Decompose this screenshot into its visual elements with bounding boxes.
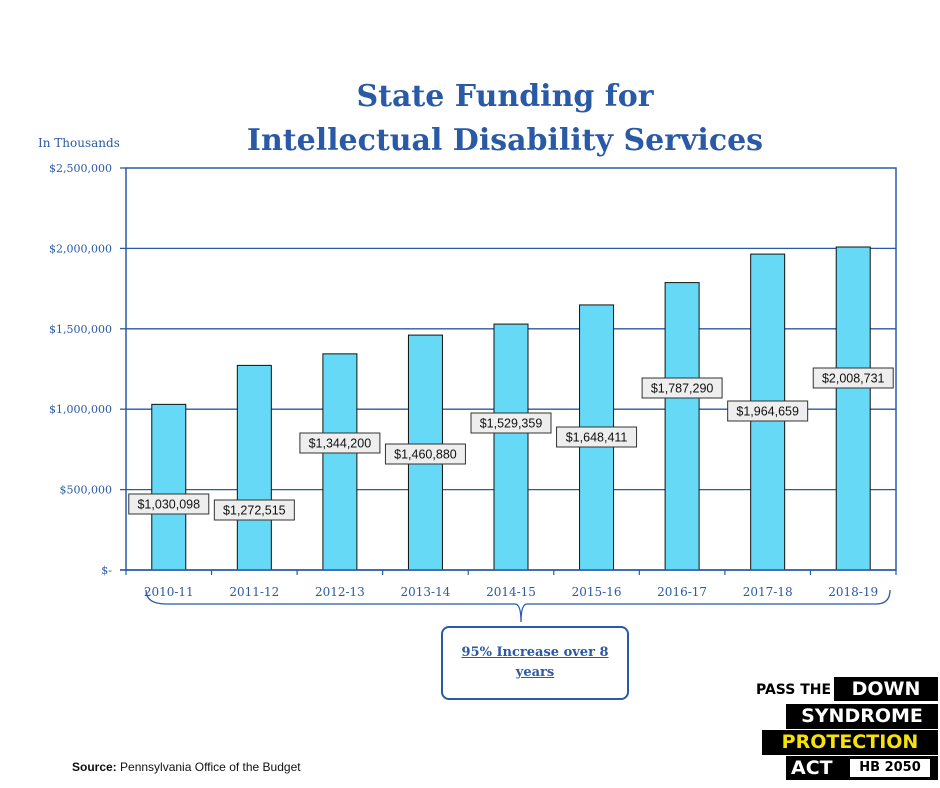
data-label-box [299,432,381,454]
chart-title-line-2: Intellectual Disability Services [246,123,764,158]
bar-2010-11 [151,403,187,571]
y-tick-label: $1,000,000 [49,403,112,416]
source-label: Source: [72,760,117,774]
x-tick-label: 2012-13 [315,585,365,599]
increase-callout-text: 95% Increase over 8 years [461,645,609,680]
campaign-logo: PASS THE DOWN SYNDROME PROTECTION ACT HB… [752,677,940,782]
data-label: $1,648,411 [566,431,628,445]
x-tick-label: 2010-11 [144,585,194,599]
y-tick-label: $- [101,564,112,577]
x-tick-label: 2015-16 [572,585,622,599]
logo-pass-the: PASS THE [756,682,832,698]
logo-row-4: ACT HB 2050 [786,756,938,780]
logo-bill-number: HB 2050 [850,759,930,777]
bar-2014-15 [493,323,529,571]
bar-2011-12 [236,364,272,571]
increase-callout: 95% Increase over 8 years [441,626,629,700]
logo-down: DOWN [834,677,938,701]
chart-title-line-1: State Funding for [356,79,654,114]
y-tick-label: $2,500,000 [49,162,112,175]
axis-layer: $- $500,000 $1,000,000 $1,500,000 $2,000,000… [49,162,897,623]
data-label: $1,529,359 [480,417,543,431]
data-label-box [213,499,295,521]
y-tick-label: $1,500,000 [49,323,112,336]
logo-protection: PROTECTION [762,730,938,755]
y-tick-label: $2,000,000 [49,242,112,255]
data-label: $1,964,659 [736,405,799,419]
data-label-layer: $1,030,098 $1,272,515 $1,344,200 $1,460,880… [128,367,894,521]
data-label-box [641,377,723,399]
bar-2016-17 [664,282,700,571]
source-text: Pennsylvania Office of the Budget [116,760,301,774]
x-tick-label: 2017-18 [743,585,793,599]
x-tick-label: 2011-12 [229,585,279,599]
data-label-box [812,367,894,389]
data-label-box [470,412,552,434]
data-label-box [727,400,809,422]
x-tick-label: 2018-19 [828,585,878,599]
data-label: $2,008,731 [822,372,885,386]
x-tick-label: 2014-15 [486,585,536,599]
x-tick-label: 2013-14 [401,585,451,599]
bar-2012-13 [322,353,358,571]
logo-syndrome: SYNDROME [786,704,938,729]
data-label: $1,272,515 [223,504,286,518]
data-label: $1,787,290 [651,382,714,396]
data-label: $1,460,880 [394,448,457,462]
source-note: Source: Pennsylvania Office of the Budge… [72,760,301,774]
data-label-box [556,426,638,448]
data-label-box [128,493,210,515]
period-brace [145,589,891,623]
data-label: $1,030,098 [137,498,200,512]
y-tick-label: $500,000 [60,484,113,497]
data-label: $1,344,200 [309,437,372,451]
x-tick-label: 2016-17 [657,585,707,599]
bar-2018-19 [835,246,871,571]
unit-label: In Thousands [38,136,120,150]
data-label-box [384,443,466,465]
logo-act: ACT [791,757,833,779]
